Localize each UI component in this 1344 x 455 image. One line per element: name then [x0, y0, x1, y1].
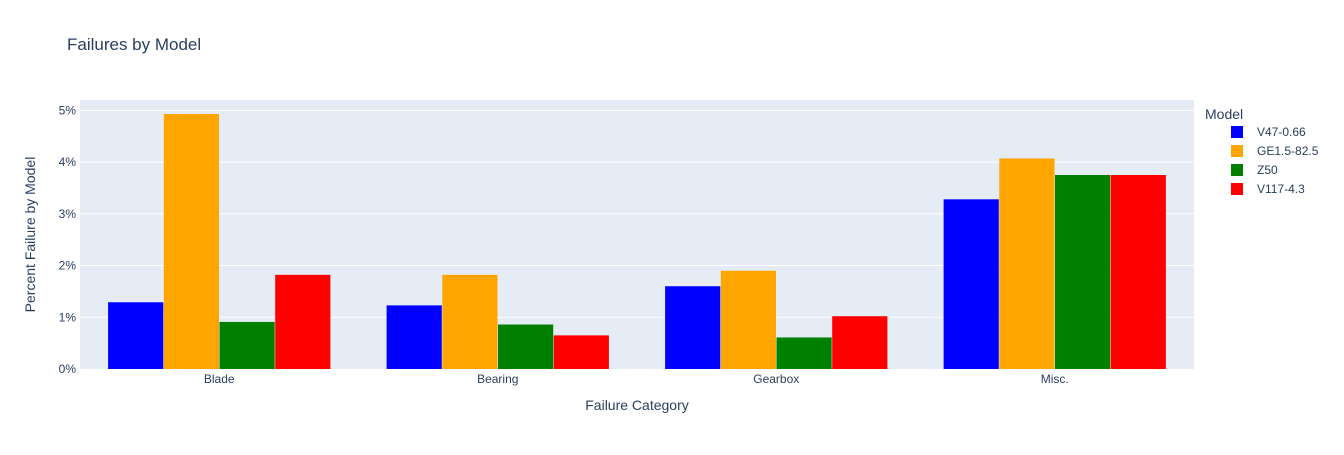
- bar-bearing-z50: [498, 324, 554, 369]
- x-axis-title: Failure Category: [585, 397, 689, 413]
- bar-misc-ge1-5-82-5: [999, 158, 1055, 369]
- chart-title: Failures by Model: [67, 35, 201, 54]
- bar-bearing-ge1-5-82-5: [442, 274, 498, 369]
- y-axis: 0% 1% 2% 3% 4% 5%: [59, 103, 77, 376]
- bar-gearbox-v117-4-3: [832, 316, 888, 369]
- y-tick-label: 2%: [59, 259, 77, 273]
- legend-item-label: V47-0.66: [1257, 125, 1306, 139]
- x-tick-label: Gearbox: [753, 372, 799, 386]
- y-tick-label: 0%: [59, 362, 77, 376]
- legend-swatch: [1231, 126, 1243, 138]
- bar-blade-v117-4-3: [275, 274, 331, 369]
- y-axis-title: Percent Failure by Model: [22, 157, 38, 313]
- y-tick-label: 3%: [59, 207, 77, 221]
- x-tick-label: Blade: [204, 372, 235, 386]
- legend: Model V47-0.66 GE1.5-82.5 Z50 V117-4.3: [1205, 106, 1319, 196]
- legend-item-label: V117-4.3: [1257, 182, 1305, 196]
- legend-swatch: [1231, 145, 1243, 157]
- legend-title: Model: [1205, 106, 1243, 122]
- bar-blade-z50: [219, 321, 275, 369]
- legend-item-label: Z50: [1257, 163, 1278, 177]
- bar-misc-z50: [1055, 175, 1111, 369]
- bar-bearing-v47-0-66: [386, 305, 442, 369]
- bar-misc-v47-0-66: [943, 199, 999, 369]
- bar-bearing-v117-4-3: [553, 335, 609, 369]
- legend-swatch: [1231, 164, 1243, 176]
- y-tick-label: 5%: [59, 103, 77, 117]
- bar-gearbox-ge1-5-82-5: [720, 270, 776, 369]
- legend-item-label: GE1.5-82.5: [1257, 144, 1319, 158]
- bar-gearbox-v47-0-66: [665, 286, 721, 369]
- bars: [108, 113, 1166, 369]
- bar-blade-v47-0-66: [108, 302, 164, 369]
- bar-blade-ge1-5-82-5: [163, 113, 219, 369]
- x-tick-label: Bearing: [477, 372, 518, 386]
- x-axis: Blade Bearing Gearbox Misc.: [204, 372, 1069, 386]
- legend-swatch: [1231, 183, 1243, 195]
- y-tick-label: 4%: [59, 155, 77, 169]
- bar-misc-v117-4-3: [1110, 175, 1166, 369]
- bar-gearbox-z50: [776, 337, 832, 369]
- x-tick-label: Misc.: [1041, 372, 1069, 386]
- y-tick-label: 1%: [59, 310, 77, 324]
